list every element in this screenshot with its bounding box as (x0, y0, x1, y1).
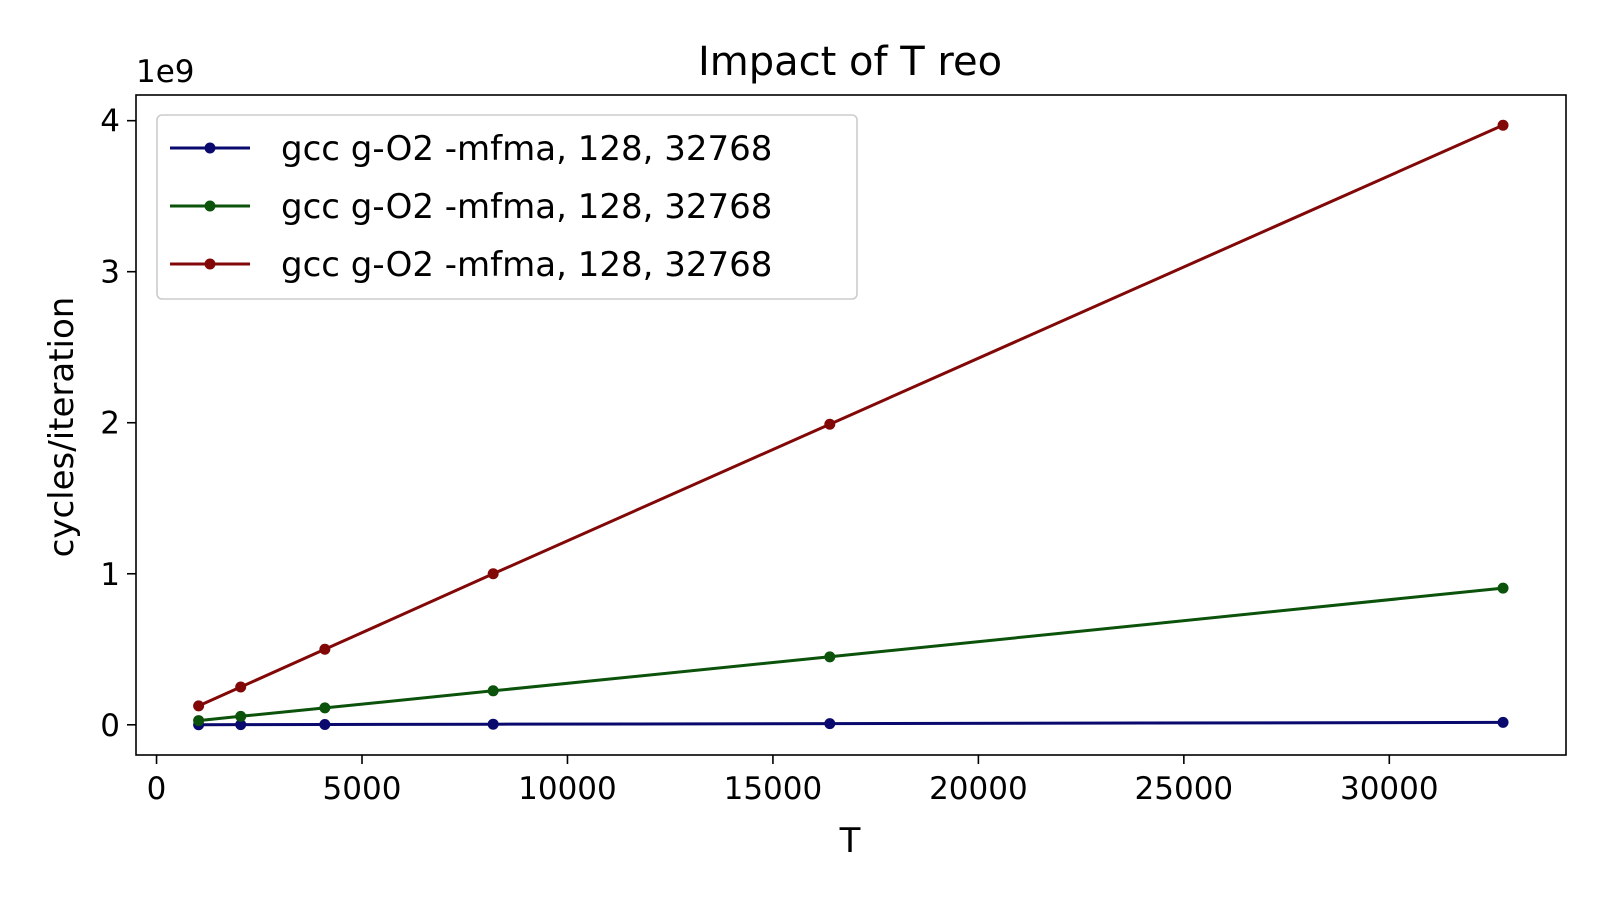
y-tick-label: 2 (100, 406, 120, 442)
series-2-point (824, 651, 836, 663)
y-tick-label: 4 (100, 104, 120, 140)
series-3-point (487, 568, 499, 580)
series-2-line (198, 586, 1504, 723)
series-3-point (1497, 119, 1509, 131)
legend-swatch-marker (204, 142, 216, 154)
x-tick-label: 15000 (724, 771, 823, 807)
series-3-point (193, 700, 205, 712)
series-3-line (197, 123, 1504, 708)
series-2-point (487, 685, 499, 697)
legend-swatch-marker (204, 258, 216, 270)
y-tick-label: 3 (100, 255, 120, 291)
plot-area (193, 119, 1509, 731)
x-tick-label: 25000 (1135, 771, 1234, 807)
series-1-point (235, 719, 247, 731)
series-2-point (193, 715, 205, 727)
x-tick-label: 30000 (1340, 771, 1439, 807)
x-axis: 0 5000 10000 15000 20000 25000 30000 (147, 755, 1439, 807)
y-axis-offset-label: 1e9 (136, 54, 195, 90)
x-tick-label: 10000 (518, 771, 617, 807)
series-2-point (319, 702, 331, 714)
series-3-point (319, 643, 331, 655)
series-1-line (198, 720, 1504, 727)
series-1-point (487, 718, 499, 730)
y-tick-label: 1 (100, 557, 120, 593)
legend-entry-label: gcc g-O2 -mfma, 128, 32768 (281, 187, 772, 227)
x-tick-label: 20000 (929, 771, 1028, 807)
series-1-point (319, 718, 331, 730)
legend: gcc g-O2 -mfma, 128, 32768 gcc g-O2 -mfma… (156, 114, 858, 300)
series-2-point (1497, 582, 1509, 594)
series-3-point (824, 418, 836, 430)
x-axis-label: T (839, 821, 861, 861)
series-1-point (1497, 716, 1509, 728)
legend-entry-label: gcc g-O2 -mfma, 128, 32768 (281, 245, 772, 285)
series-2-point (235, 710, 247, 722)
legend-swatch-marker (204, 200, 216, 212)
y-tick-label: 0 (100, 708, 120, 744)
y-axis-label: cycles/iteration (42, 297, 82, 558)
series-3-point (235, 681, 247, 693)
axes-frame (135, 94, 1567, 756)
x-tick-label: 0 (147, 771, 167, 807)
x-tick-label: 5000 (323, 771, 402, 807)
legend-entry-label: gcc g-O2 -mfma, 128, 32768 (281, 129, 772, 169)
series-1-point (824, 718, 836, 730)
chart-title: Impact of T reo (698, 39, 1002, 85)
y-axis: 0 1 2 3 4 (100, 104, 136, 744)
legend-box (156, 114, 858, 300)
